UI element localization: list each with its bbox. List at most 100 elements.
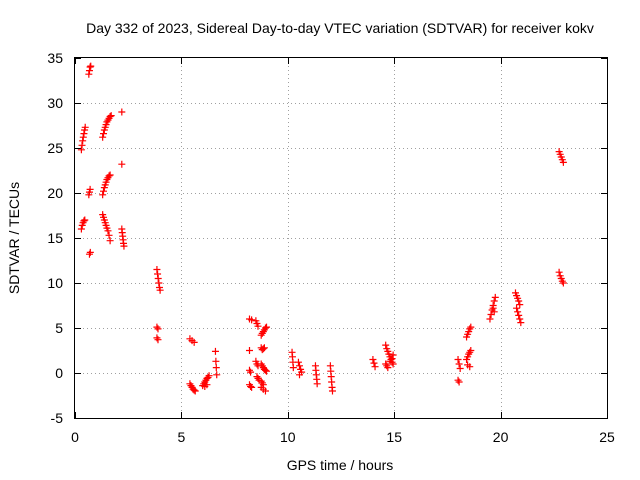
data-point (261, 387, 269, 395)
x-tick-label: 20 (493, 429, 509, 445)
data-point (513, 304, 521, 312)
data-point (106, 237, 114, 245)
data-point (153, 323, 161, 331)
data-point (296, 362, 304, 370)
data-point (107, 112, 115, 120)
y-tick-label: 25 (47, 140, 63, 156)
data-point (248, 316, 256, 324)
data-point (486, 315, 494, 323)
y-tick-label: 10 (47, 275, 63, 291)
data-point (384, 364, 392, 372)
data-point (383, 362, 391, 370)
data-point (491, 293, 499, 301)
data-point (105, 172, 113, 180)
data-point (118, 108, 126, 116)
data-point (205, 372, 213, 380)
data-point (466, 363, 474, 371)
plot-frame (74, 57, 608, 419)
data-point (455, 378, 463, 386)
data-point (154, 336, 162, 344)
x-tick-label: 0 (71, 429, 79, 445)
data-point (248, 383, 256, 391)
data-point (245, 347, 253, 354)
data-point (155, 279, 163, 287)
chart-title: Day 332 of 2023, Sidereal Day-to-day VTE… (86, 20, 594, 36)
data-point (87, 62, 95, 70)
data-point (313, 380, 321, 388)
data-point (261, 324, 269, 332)
data-point (517, 319, 525, 327)
x-tick-labels: 0 5 10 15 20 25 (71, 429, 615, 445)
data-point (454, 376, 462, 384)
data-point (81, 123, 89, 131)
data-point (100, 130, 108, 138)
data-point (454, 356, 462, 363)
data-point (99, 133, 107, 141)
data-point (154, 325, 162, 333)
y-tick-label: -5 (51, 410, 64, 426)
data-point (467, 347, 475, 354)
data-point (203, 381, 211, 389)
data-point (261, 366, 269, 374)
data-point (79, 137, 87, 145)
data-point (104, 227, 112, 235)
y-tick-label: 0 (55, 365, 63, 381)
data-point (555, 268, 563, 276)
data-point (490, 297, 498, 305)
data-point (247, 383, 255, 390)
data-point (289, 364, 297, 372)
data-point (388, 355, 396, 363)
data-point (263, 367, 271, 375)
x-tick-label: 5 (178, 429, 186, 445)
data-point (369, 356, 377, 363)
data-point (259, 345, 267, 353)
data-point (86, 63, 94, 71)
data-point (516, 315, 524, 323)
data-point (80, 217, 88, 225)
data-point (85, 70, 93, 78)
x-tick-label: 10 (280, 429, 296, 445)
data-point (99, 191, 107, 199)
data-point (456, 365, 464, 372)
data-point (154, 270, 162, 278)
data-point (212, 357, 220, 365)
data-point (455, 360, 463, 368)
y-tick-label: 5 (55, 320, 63, 336)
data-point (118, 160, 126, 168)
data-point (211, 347, 219, 355)
data-point (515, 311, 523, 319)
data-point (86, 248, 94, 256)
y-axis-label: SDTVAR / TECUs (6, 182, 22, 294)
data-point (105, 231, 113, 239)
grid-lines (75, 58, 607, 418)
data-point (515, 297, 523, 305)
data-point (370, 359, 378, 367)
data-point (559, 158, 567, 166)
data-point (120, 242, 128, 250)
data-point (212, 364, 220, 372)
data-point (106, 171, 114, 179)
data-point (81, 216, 89, 224)
data-point (489, 304, 497, 312)
data-point (190, 338, 198, 346)
data-point (294, 358, 302, 366)
data-point (79, 133, 87, 141)
data-point (106, 113, 114, 120)
data-point (371, 363, 379, 371)
data-point (86, 185, 94, 193)
data-point (490, 308, 498, 316)
data-point (245, 366, 253, 374)
data-point (77, 146, 85, 154)
y-tick-labels: -5 0 5 10 15 20 25 30 35 (47, 50, 63, 426)
data-point (77, 225, 85, 233)
y-tick-label: 20 (47, 185, 63, 201)
data-points (77, 62, 567, 395)
data-point (247, 368, 255, 376)
y-tick-label: 15 (47, 230, 63, 246)
data-point (100, 187, 108, 195)
data-point (190, 386, 198, 394)
data-point (80, 130, 88, 138)
data-point (78, 141, 86, 149)
data-point (296, 371, 304, 379)
